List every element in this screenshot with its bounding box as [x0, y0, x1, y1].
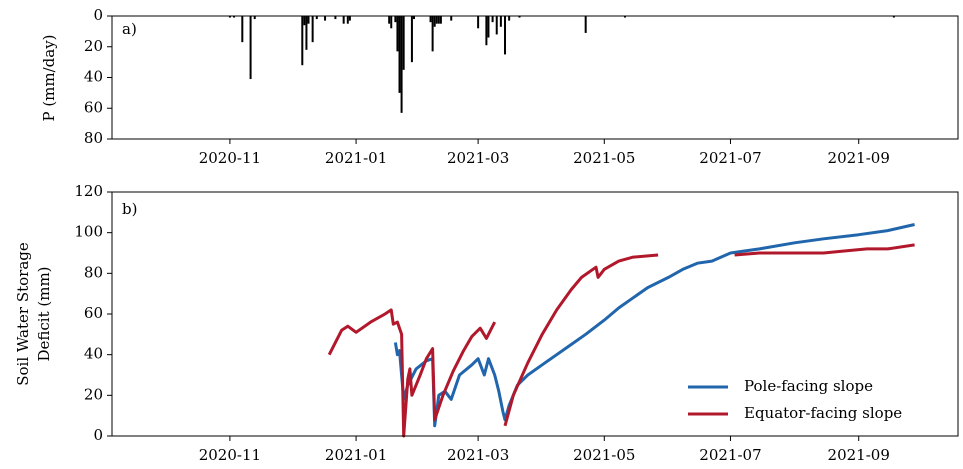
- bar: [410, 16, 413, 63]
- bar: [477, 16, 480, 29]
- y-tick-label: 40: [84, 68, 103, 86]
- bar: [508, 16, 511, 21]
- bar: [499, 16, 502, 27]
- axes-frame: [111, 191, 959, 437]
- bar: [435, 16, 438, 24]
- bar: [334, 16, 337, 20]
- bar: [303, 16, 306, 26]
- y-axis-label: P (mm/day): [40, 34, 58, 121]
- axes-frame: [111, 15, 959, 140]
- bar: [431, 16, 434, 52]
- y-tick-label: 100: [74, 223, 103, 241]
- panel-label: b): [122, 200, 137, 218]
- bar: [249, 16, 252, 80]
- bar: [348, 16, 351, 21]
- bar: [892, 16, 895, 18]
- y-tick-label: 0: [93, 426, 103, 444]
- bar: [301, 16, 304, 66]
- bar: [346, 16, 349, 24]
- y-tick-label: 120: [74, 182, 103, 200]
- bar: [233, 16, 236, 18]
- data-line: [327, 243, 915, 438]
- bar: [450, 16, 453, 21]
- x-tick-label: 2021-01: [325, 149, 387, 167]
- bar: [398, 16, 401, 93]
- bar: [241, 16, 244, 43]
- x-tick-label: 2021-09: [828, 149, 890, 167]
- bar: [305, 16, 308, 50]
- x-tick-label: 2021-07: [699, 149, 761, 167]
- x-tick-label: 2020-11: [199, 149, 261, 167]
- y-tick-label: 40: [84, 345, 103, 363]
- legend-label: Equator-facing slope: [744, 404, 902, 422]
- bar: [504, 16, 507, 55]
- bar: [485, 16, 488, 46]
- bar: [402, 16, 405, 70]
- y-tick-label: 60: [84, 304, 103, 322]
- bar: [253, 16, 256, 20]
- bar: [412, 16, 415, 20]
- bar: [487, 16, 490, 38]
- y-tick-label: 60: [84, 98, 103, 116]
- bar: [307, 16, 310, 24]
- bar: [228, 16, 231, 18]
- bar: [400, 16, 403, 113]
- x-tick-label: 2021-09: [828, 446, 890, 464]
- bar: [342, 16, 345, 24]
- bar: [315, 16, 318, 20]
- bar: [495, 16, 498, 35]
- bar: [388, 16, 391, 24]
- x-tick-label: 2021-03: [447, 149, 509, 167]
- x-tick-label: 2021-05: [573, 446, 635, 464]
- bar: [396, 16, 399, 52]
- bar: [437, 16, 440, 24]
- bar: [433, 16, 436, 27]
- y-tick-label: 80: [84, 263, 103, 281]
- y-tick-label: 0: [93, 6, 103, 24]
- x-tick-label: 2021-03: [447, 446, 509, 464]
- bar: [518, 16, 521, 18]
- bar: [439, 16, 442, 24]
- bar: [394, 16, 397, 23]
- y-tick-label: 20: [84, 37, 103, 55]
- panel-label: a): [122, 20, 137, 38]
- x-tick-label: 2020-11: [199, 446, 261, 464]
- bar: [429, 16, 432, 23]
- y-tick-label: 20: [84, 385, 103, 403]
- bar: [623, 16, 626, 18]
- y-axis-label: Deficit (mm): [35, 266, 53, 361]
- x-tick-label: 2021-05: [573, 149, 635, 167]
- bar: [311, 16, 314, 43]
- x-tick-label: 2021-01: [325, 446, 387, 464]
- bar: [491, 16, 494, 23]
- bar: [584, 16, 587, 33]
- y-axis-label: Soil Water Storage: [14, 242, 32, 386]
- legend-label: Pole-facing slope: [744, 377, 873, 395]
- bar: [324, 16, 327, 21]
- x-tick-label: 2021-07: [699, 446, 761, 464]
- bar: [390, 16, 393, 29]
- y-tick-label: 80: [84, 129, 103, 147]
